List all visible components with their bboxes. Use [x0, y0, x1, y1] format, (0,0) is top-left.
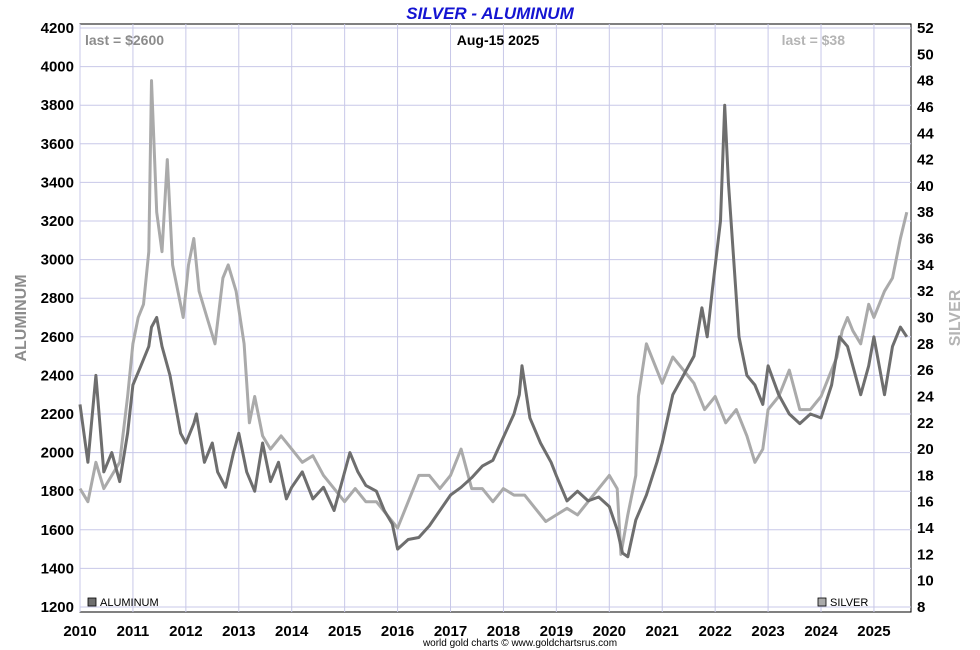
right-tick-label: 44: [917, 125, 934, 142]
left-tick-label: 3400: [41, 174, 74, 191]
legend-aluminum-label: ALUMINUM: [100, 597, 159, 609]
right-tick-label: 28: [917, 336, 934, 353]
left-axis-ticks: 1200 1400 1600 1800 2000 2200 2400 2600 2800 3000…: [41, 20, 74, 616]
vertical-gridlines: [79, 24, 875, 612]
left-tick-label: 1800: [41, 483, 74, 500]
x-tick-label: 2017: [434, 623, 467, 640]
left-tick-label: 2400: [41, 367, 74, 384]
right-tick-label: 42: [917, 152, 934, 169]
x-tick-label: 2023: [751, 623, 784, 640]
right-tick-label: 20: [917, 441, 934, 458]
left-tick-label: 4200: [41, 20, 74, 37]
x-tick-label: 2022: [698, 623, 731, 640]
left-axis-label: ALUMINUM: [13, 274, 30, 361]
legend-aluminum-swatch: [87, 597, 97, 607]
x-tick-label: 2011: [117, 623, 150, 640]
right-tick-label: 18: [917, 467, 934, 484]
x-tick-label: 2024: [804, 623, 838, 640]
left-tick-label: 3800: [41, 97, 74, 114]
plot-area: [79, 23, 912, 613]
right-tick-label: 32: [917, 283, 934, 300]
legend-aluminum: ALUMINUM: [87, 597, 159, 609]
left-tick-label: 1600: [41, 522, 74, 539]
left-tick-label: 4000: [41, 59, 74, 76]
x-tick-label: 2016: [381, 623, 414, 640]
footer-credit: world gold charts © www.goldchartsrus.co…: [422, 638, 617, 649]
x-tick-label: 2019: [540, 623, 573, 640]
right-tick-label: 16: [917, 494, 934, 511]
x-tick-label: 2014: [275, 623, 309, 640]
left-tick-label: 2800: [41, 290, 74, 307]
x-tick-label: 2021: [646, 623, 679, 640]
silver-series-line: [78, 79, 909, 556]
legend-silver-swatch: [817, 597, 827, 607]
right-tick-label: 50: [917, 46, 934, 63]
right-tick-label: 46: [917, 99, 934, 116]
left-tick-label: 2600: [41, 329, 74, 346]
right-tick-label: 34: [917, 257, 934, 274]
x-tick-label: 2018: [487, 623, 520, 640]
right-tick-label: 40: [917, 178, 934, 195]
right-tick-label: 8: [917, 599, 925, 616]
x-tick-label: 2012: [169, 623, 202, 640]
right-tick-label: 48: [917, 73, 934, 90]
right-tick-label: 36: [917, 231, 934, 248]
x-tick-label: 2020: [593, 623, 626, 640]
chart-title: SILVER - ALUMINUM: [406, 4, 574, 23]
right-tick-label: 24: [917, 388, 934, 405]
right-tick-label: 10: [917, 573, 934, 590]
right-tick-label: 14: [917, 520, 934, 537]
right-tick-label: 38: [917, 204, 934, 221]
chart-date: Aug-15 2025: [457, 32, 540, 48]
right-tick-label: 26: [917, 362, 934, 379]
left-tick-label: 3200: [41, 213, 74, 230]
right-tick-label: 52: [917, 20, 934, 37]
aluminum-series-line: [78, 103, 909, 559]
x-tick-label: 2025: [857, 623, 890, 640]
legend-silver: SILVER: [817, 597, 868, 609]
left-tick-label: 1200: [41, 599, 74, 616]
right-tick-label: 30: [917, 310, 934, 327]
x-tick-label: 2015: [328, 623, 361, 640]
x-axis-ticks: 2010 2011 2012 2013 2014 2015 2016 2017 2018 2019…: [63, 623, 890, 640]
right-axis-label: SILVER: [947, 289, 964, 346]
silver-last-price: last = $38: [782, 32, 846, 48]
left-tick-label: 1400: [41, 560, 74, 577]
left-tick-label: 2200: [41, 406, 74, 423]
right-tick-label: 12: [917, 546, 934, 563]
left-tick-label: 2000: [41, 445, 74, 462]
aluminum-last-price: last = $2600: [85, 32, 164, 48]
left-tick-label: 3600: [41, 136, 74, 153]
x-tick-label: 2013: [222, 623, 255, 640]
right-tick-label: 22: [917, 415, 934, 432]
x-tick-label: 2010: [63, 623, 96, 640]
left-tick-label: 3000: [41, 252, 74, 269]
legend-silver-label: SILVER: [830, 597, 868, 609]
right-axis-ticks: 8 10 12 14 16 18 20 22 24 26 28 30 32 34 36 38 40 42 44 46 4…: [917, 20, 934, 616]
